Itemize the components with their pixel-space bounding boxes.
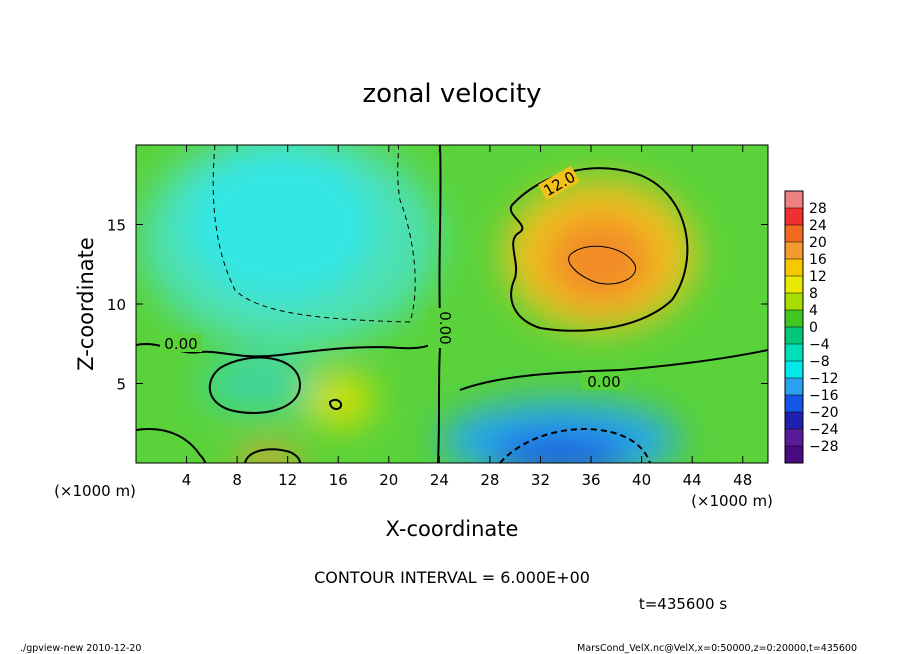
x-tick-label: 12 xyxy=(278,471,297,489)
x-unit-label-right: (×1000 m) xyxy=(691,492,773,510)
colorbar-segment xyxy=(785,361,803,378)
colorbar-label: 8 xyxy=(809,286,818,302)
colorbar-segment xyxy=(785,412,803,429)
contour-label-0-left-bg xyxy=(160,334,202,352)
footer-left: ./gpview-new 2010-12-20 xyxy=(20,643,141,654)
colorbar-label: −4 xyxy=(809,337,830,353)
footer-right: MarsCond_VelX.nc@VelX,x=0:50000,z=0:2000… xyxy=(577,643,857,654)
y-tick-label: 5 xyxy=(116,376,126,394)
colorbar-label: 16 xyxy=(809,252,827,268)
contour-0-small-cell xyxy=(328,398,343,411)
x-tick-label: 8 xyxy=(232,471,242,489)
contour-label-0-left: 0.00 xyxy=(164,335,197,353)
x-tick-label: 20 xyxy=(379,471,398,489)
colorbar-segment xyxy=(785,293,803,310)
contour-neg6-surface xyxy=(499,428,651,463)
contour-surface-positive xyxy=(244,448,301,463)
contour-12 xyxy=(509,167,689,332)
colorbar-label: −28 xyxy=(809,439,839,455)
colorbar-segment xyxy=(785,276,803,293)
contour-label-0-vertical-bg xyxy=(428,308,452,348)
colorbar-segment xyxy=(785,446,803,463)
anomaly-surface-negative-core xyxy=(490,433,630,463)
colorbar-segment xyxy=(785,429,803,446)
x-unit-label-left: (×1000 m) xyxy=(54,482,136,500)
colorbar-segment xyxy=(785,395,803,412)
colorbar-segment xyxy=(785,378,803,395)
contour-neg6-upper xyxy=(212,145,416,323)
x-axis-ticks: 4 8 12 16 20 24 28 32 36 40 44 48 xyxy=(182,145,752,489)
contour-label-12-bg xyxy=(538,165,580,201)
colorbar-segment xyxy=(785,242,803,259)
colorbar-label: −12 xyxy=(809,371,839,387)
colorbar-label: 20 xyxy=(809,235,827,251)
anomaly-small-positive xyxy=(306,372,374,428)
x-tick-label: 24 xyxy=(430,471,449,489)
colorbar-label: −24 xyxy=(809,422,839,438)
contour-0-lower xyxy=(437,347,441,463)
contour-0-right xyxy=(459,349,768,391)
colorbar-label: 28 xyxy=(809,201,827,217)
colorbar-segment xyxy=(785,225,803,242)
contour-label-0-right-bg xyxy=(582,372,626,390)
colorbar-label: 12 xyxy=(809,269,827,285)
chart-title: zonal velocity xyxy=(362,79,541,109)
anomaly-surface-positive xyxy=(236,448,300,463)
contour-0-vertical xyxy=(136,145,442,358)
colorbar-segment xyxy=(785,191,803,208)
plot-area: 12.0 0.00 0.00 0.00 xyxy=(136,145,768,463)
colorbar-label: −8 xyxy=(809,354,830,370)
colorbar-segment xyxy=(785,259,803,276)
colorbar-segment xyxy=(785,344,803,361)
x-tick-label: 36 xyxy=(581,471,600,489)
contour-label-0-vertical: 0.00 xyxy=(436,311,454,344)
colorbar-label: 0 xyxy=(809,320,818,336)
colorbar-label: 4 xyxy=(809,303,818,319)
contour-interval-text: CONTOUR INTERVAL = 6.000E+00 xyxy=(314,568,590,587)
colorbar-label: −16 xyxy=(809,388,839,404)
x-tick-label: 16 xyxy=(329,471,348,489)
contour-bottom-left xyxy=(136,428,206,463)
time-label: t=435600 s xyxy=(639,595,727,613)
anomaly-left-mid-negative xyxy=(200,357,320,413)
colorbar-segment xyxy=(785,208,803,225)
x-tick-label: 32 xyxy=(531,471,550,489)
anomaly-upper-left-negative-core xyxy=(185,150,375,300)
x-tick-label: 28 xyxy=(480,471,499,489)
contour-18 xyxy=(568,245,636,285)
contour-label-0-right: 0.00 xyxy=(587,373,620,391)
x-tick-label: 48 xyxy=(733,471,752,489)
x-tick-label: 4 xyxy=(182,471,192,489)
x-tick-label: 44 xyxy=(683,471,702,489)
x-axis-label: X-coordinate xyxy=(386,517,519,541)
colorbar-label: −20 xyxy=(809,405,839,421)
anomaly-positive-jet-core xyxy=(545,215,655,305)
y-tick-label: 15 xyxy=(107,217,126,235)
y-axis-label: Z-coordinate xyxy=(74,237,98,371)
y-axis-ticks: 5 10 15 xyxy=(107,217,768,394)
field-layer xyxy=(140,145,695,463)
contour-0-left-cell xyxy=(208,356,302,414)
colorbar-segment xyxy=(785,310,803,327)
colorbar-label: 24 xyxy=(809,218,827,234)
contour-lines xyxy=(136,145,768,463)
colorbar-segment xyxy=(785,327,803,344)
y-tick-label: 10 xyxy=(107,296,126,314)
x-tick-label: 40 xyxy=(632,471,651,489)
